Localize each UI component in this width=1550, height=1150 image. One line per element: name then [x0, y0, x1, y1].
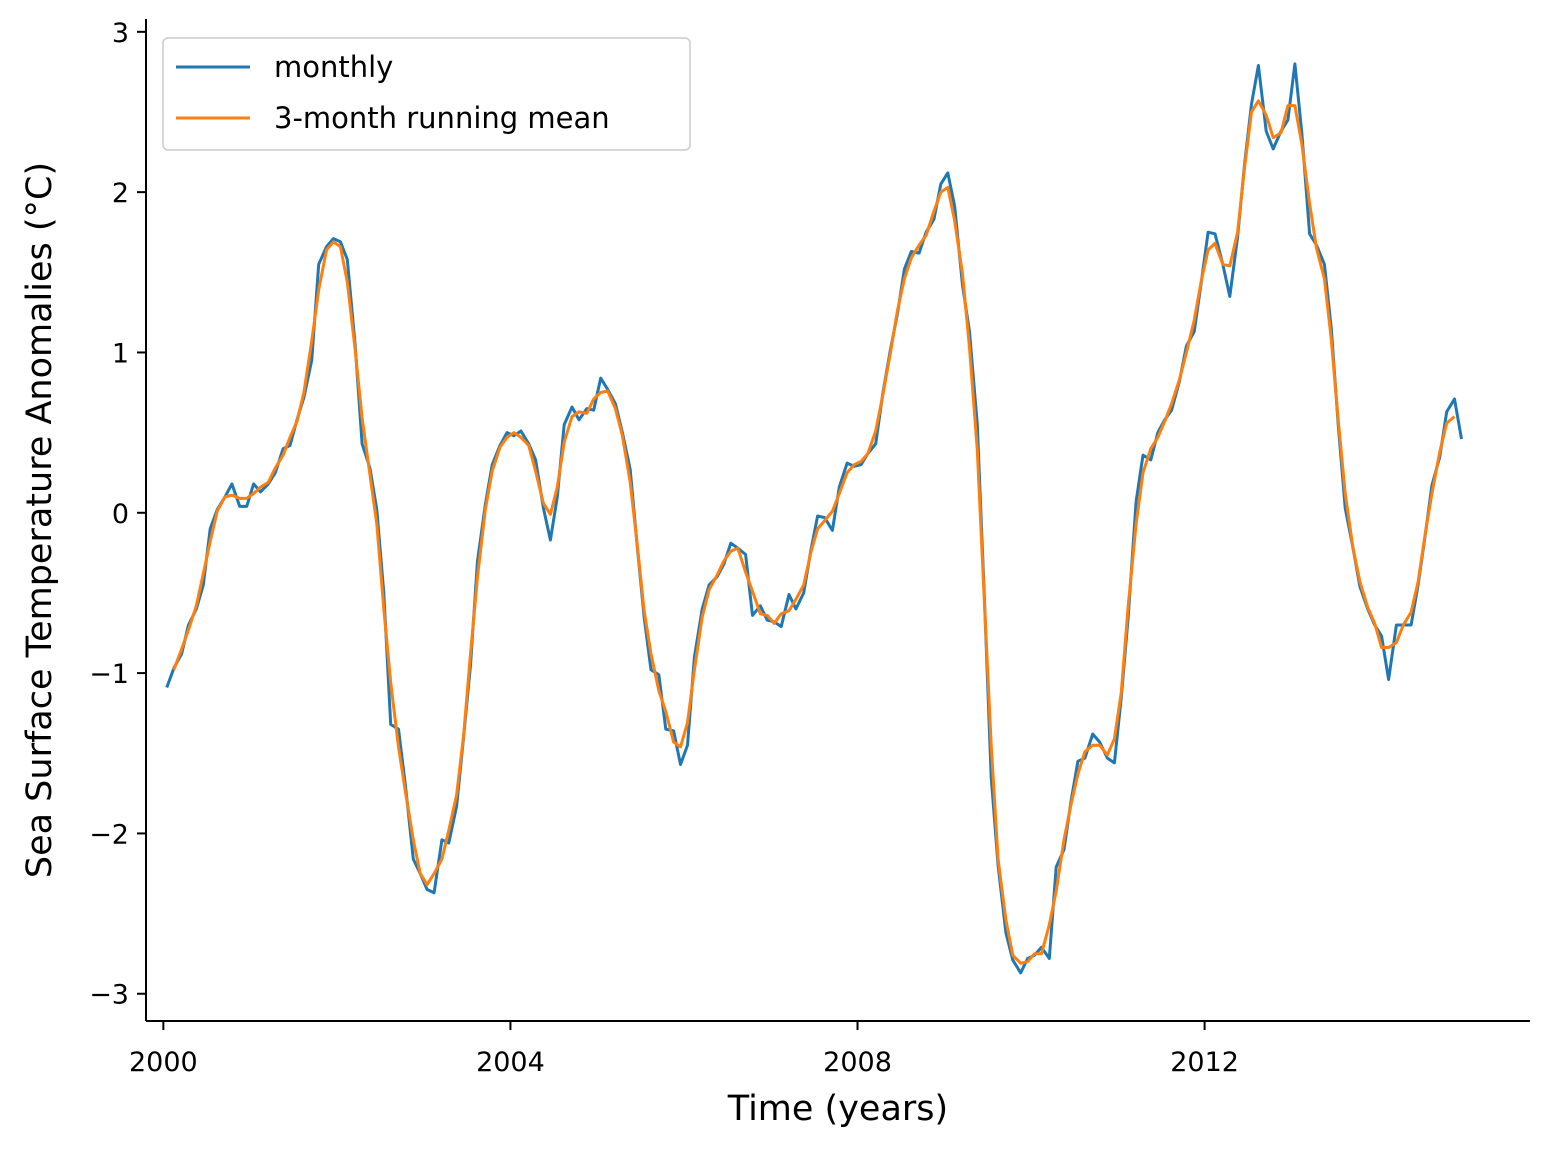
series-layer	[165, 62, 1463, 975]
legend-label-monthly: monthly	[274, 50, 393, 84]
y-tick-label: −2	[89, 819, 129, 850]
y-tick-label: 1	[112, 338, 129, 369]
y-tick-label: 3	[112, 18, 129, 49]
x-tick-label: 2012	[1170, 1047, 1239, 1078]
x-tick-label: 2000	[129, 1047, 198, 1078]
series-line-monthly	[165, 62, 1463, 975]
y-axis-label: Sea Surface Temperature Anomalies (°C)	[20, 162, 60, 878]
y-tick-label: 0	[112, 499, 129, 530]
legend-box	[162, 37, 691, 151]
x-tick-label: 2004	[476, 1047, 545, 1078]
y-tick-label: −1	[89, 659, 129, 690]
legend: monthly 3-month running mean	[162, 37, 691, 151]
x-axis-label: Time (years)	[727, 1089, 948, 1129]
y-tick-label: −3	[89, 980, 129, 1011]
x-tick-label: 2008	[823, 1047, 892, 1078]
series-line-running-mean	[172, 99, 1456, 965]
x-ticks: 2000 2004 2008 2012	[129, 1021, 1239, 1078]
y-ticks: 3 2 1 0 −1 −2 −3	[89, 18, 146, 1011]
y-tick-label: 2	[112, 178, 129, 209]
legend-label-running-mean: 3-month running mean	[274, 101, 610, 135]
